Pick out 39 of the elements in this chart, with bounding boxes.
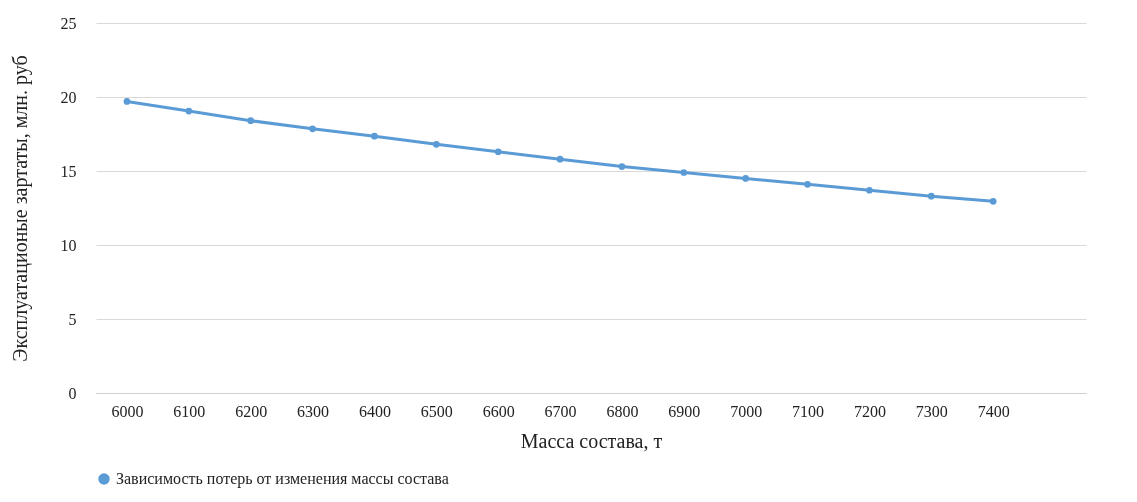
- point: [432, 141, 440, 148]
- x-tick-label: 7300: [915, 402, 948, 420]
- point: [742, 175, 750, 182]
- x-tick-label: 6200: [235, 402, 268, 420]
- x-tick-label: 6400: [358, 402, 391, 420]
- x-tick-label: 7400: [977, 402, 1010, 420]
- x-tick-label: 6800: [606, 402, 639, 420]
- x-tick-label: 7000: [730, 402, 763, 420]
- point: [247, 117, 255, 125]
- x-tick-label: 6600: [482, 402, 515, 420]
- point: [185, 107, 193, 115]
- y-tick-label: 25: [60, 14, 77, 32]
- point: [804, 180, 811, 188]
- point: [866, 186, 873, 194]
- x-tick-label: 6700: [544, 402, 577, 420]
- point: [123, 98, 131, 105]
- point: [927, 192, 935, 200]
- point: [494, 148, 502, 156]
- point: [989, 197, 997, 205]
- point: [618, 163, 626, 170]
- x-axis-title: Масса состава, т: [520, 429, 663, 452]
- y-tick-label: 15: [60, 162, 77, 180]
- y-tick-label: 20: [60, 88, 77, 106]
- legend-label: Зависимость потерь от изменения массы состава: [116, 470, 449, 488]
- x-tick-label: 6100: [173, 402, 206, 420]
- point: [680, 169, 688, 176]
- point: [371, 132, 378, 140]
- x-tick-label: 7200: [853, 402, 886, 420]
- x-tick-label: 6900: [668, 402, 701, 420]
- x-tick-label: 6000: [111, 402, 144, 420]
- x-tick-label: 7100: [792, 402, 825, 420]
- y-tick-label: 10: [60, 236, 77, 254]
- x-tick-label: 6300: [297, 402, 330, 420]
- y-tick-label: 0: [68, 384, 77, 402]
- point: [556, 155, 564, 163]
- point: [309, 125, 316, 133]
- y-tick-label: 5: [68, 310, 77, 328]
- y-axis-title: Эксплуатационые зартаты, млн. руб: [8, 55, 32, 362]
- x-tick-label: 6500: [420, 402, 453, 420]
